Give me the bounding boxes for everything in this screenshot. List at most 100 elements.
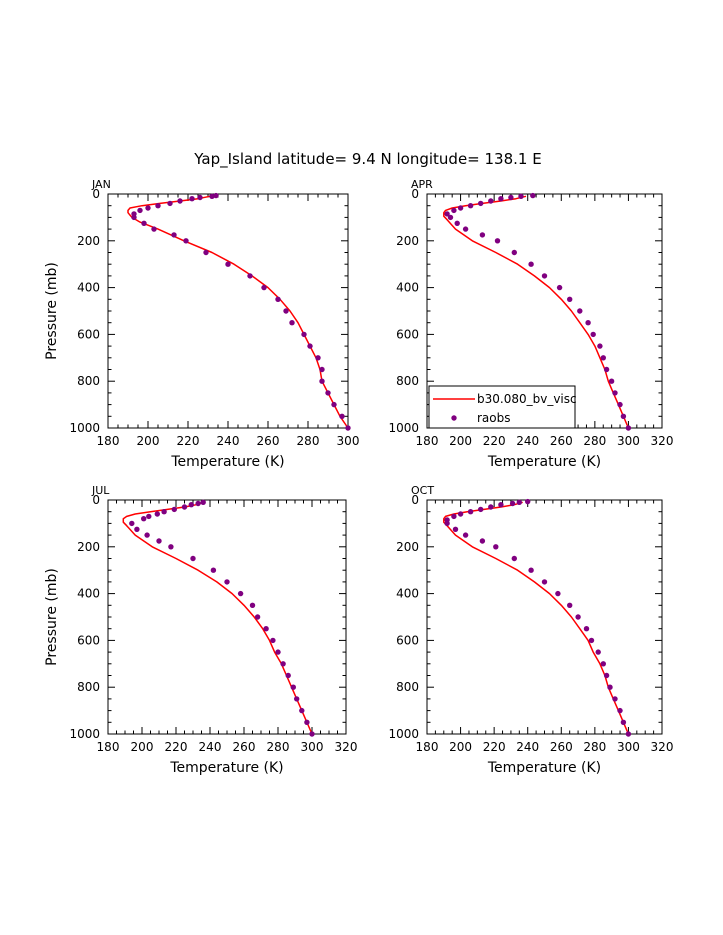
x-tick-label: 260 [257, 434, 280, 448]
obs-point [530, 192, 536, 199]
x-tick-label: 320 [335, 740, 358, 754]
y-tick-label: 0 [411, 493, 419, 507]
panel-label: JAN [91, 178, 111, 191]
plot-frame [107, 193, 349, 429]
obs-point [283, 308, 289, 314]
y-tick-label: 0 [411, 187, 419, 201]
x-tick-label: 260 [550, 740, 573, 754]
y-tick-label: 200 [77, 540, 100, 554]
y-axis-label: Pressure (mb) [44, 568, 60, 666]
x-tick-label: 180 [416, 434, 439, 448]
legend-box [428, 385, 576, 429]
obs-point [600, 355, 606, 361]
x-tick-label: 300 [617, 740, 640, 754]
obs-point [210, 567, 217, 573]
y-tick-label: 400 [77, 281, 100, 295]
panel-jul: 180 200 220 240 260 280 300 320 0 200 400 600 800 100… [44, 484, 357, 776]
x-tick-label: 260 [233, 740, 256, 754]
x-tick-label: 220 [177, 434, 200, 448]
obs-point [498, 196, 504, 202]
x-tick-label: 240 [516, 740, 539, 754]
y-tick-label: 800 [77, 374, 100, 388]
x-tick-label: 300 [301, 740, 324, 754]
y-tick-label: 400 [396, 281, 419, 295]
obs-point [462, 226, 469, 232]
y-tick-label: 1000 [69, 421, 100, 435]
obs-point [144, 532, 150, 538]
obs-point [200, 499, 206, 505]
obs-point [275, 649, 281, 655]
obs-point [493, 544, 499, 550]
obs-point [625, 731, 632, 737]
obs-point [479, 232, 486, 238]
y-tick-label: 1000 [69, 727, 100, 741]
model-line [443, 501, 630, 735]
obs-point [612, 390, 618, 396]
obs-point [249, 602, 256, 608]
obs-point [325, 390, 331, 396]
y-tick-label: 800 [77, 680, 100, 694]
obs-point [457, 205, 464, 211]
y-tick-label: 600 [396, 327, 419, 341]
x-tick-label: 240 [199, 740, 222, 754]
obs-point [156, 538, 162, 544]
x-tick-label: 300 [337, 434, 360, 448]
obs-point [509, 500, 516, 507]
figure-title: Yap_Island latitude= 9.4 N longitude= 13… [193, 150, 541, 169]
obs-point [447, 214, 454, 221]
obs-point [289, 320, 295, 326]
obs-point [181, 504, 188, 510]
obs-point [203, 249, 209, 256]
x-tick-label: 180 [416, 740, 439, 754]
y-tick-label: 600 [77, 327, 100, 341]
obs-point [146, 513, 152, 520]
obs-point [620, 719, 627, 725]
obs-point [155, 203, 161, 209]
obs-point [307, 343, 313, 349]
obs-point [145, 205, 151, 211]
obs-point [541, 273, 548, 279]
y-axis-label: Pressure (mb) [44, 262, 60, 360]
obs-point [567, 602, 573, 608]
obs-point [608, 378, 615, 384]
obs-point [134, 526, 140, 532]
legend-marker-swatch [451, 415, 457, 421]
obs-point [612, 696, 618, 702]
obs-point [451, 207, 457, 214]
obs-point [625, 425, 632, 431]
obs-point [225, 261, 231, 267]
obs-point [462, 532, 469, 538]
x-axis-label: Temperature (K) [169, 760, 283, 776]
y-tick-label: 1000 [388, 421, 419, 435]
panel-label: OCT [411, 484, 434, 497]
obs-point [168, 544, 174, 550]
obs-point [315, 355, 321, 361]
x-tick-label: 220 [483, 740, 506, 754]
obs-point [511, 249, 517, 256]
obs-point [518, 193, 524, 199]
plot-frame [426, 499, 663, 735]
obs-point [600, 661, 606, 667]
obs-point [197, 194, 203, 201]
legend-label-obs: raobs [477, 411, 511, 425]
obs-point [309, 731, 315, 737]
x-tick-label: 200 [131, 740, 154, 754]
y-tick-label: 400 [77, 587, 100, 601]
y-tick-label: 600 [77, 633, 100, 647]
obs-point [285, 672, 291, 679]
x-tick-label: 320 [651, 740, 674, 754]
x-axis-label: Temperature (K) [487, 760, 601, 776]
obs-point [607, 684, 613, 690]
obs-point [590, 331, 596, 338]
obs-point [478, 506, 484, 513]
obs-point [254, 614, 261, 620]
obs-point [141, 516, 147, 522]
x-tick-label: 180 [97, 434, 120, 448]
obs-point [247, 273, 253, 279]
x-axis-label: Temperature (K) [170, 454, 284, 470]
obs-point [137, 207, 143, 214]
obs-point [556, 284, 563, 291]
obs-point [467, 509, 474, 515]
